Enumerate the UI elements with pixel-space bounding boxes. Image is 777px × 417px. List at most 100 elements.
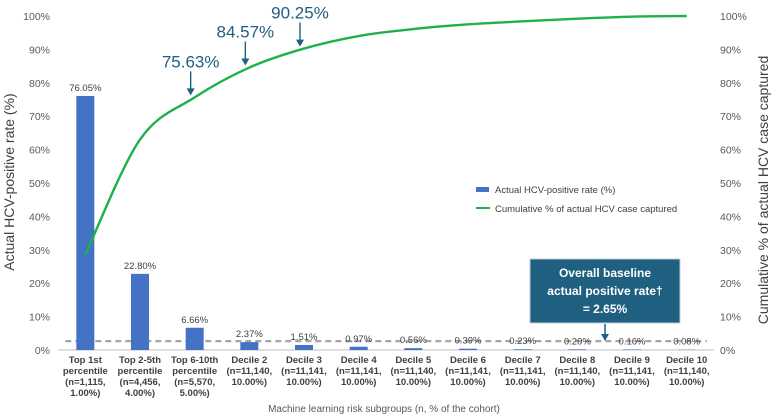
y-tick-left: 40% [29, 211, 50, 223]
y-tick-right: 20% [720, 278, 741, 290]
x-axis-title: Machine learning risk subgroups (n, % of… [268, 404, 500, 415]
callout-arrowhead [296, 39, 304, 47]
bar [349, 346, 368, 350]
category-label: Decile 3 [286, 355, 322, 366]
legend-bar-swatch [476, 187, 489, 192]
bar-value-label: 0.97% [345, 334, 372, 345]
category-label: percentile [118, 366, 163, 377]
bar [513, 349, 532, 350]
category-label: (n=1,115, [65, 377, 105, 388]
category-label: 10.00%) [450, 377, 485, 388]
bar [404, 348, 423, 350]
bar [76, 95, 95, 350]
callouts-group: 75.63% 84.57%90.25% [162, 4, 329, 96]
bar [185, 327, 204, 350]
callout-value-label: 75.63% [162, 52, 220, 71]
y-tick-left: 20% [29, 278, 50, 290]
category-label: 10.00%) [669, 377, 704, 388]
bar-value-label: 6.66% [181, 315, 208, 326]
category-label: percentile [172, 366, 217, 377]
category-label: 1.00%) [70, 388, 100, 399]
y-axis-title-right: Cumulative % of actual HCV case captured [755, 56, 771, 324]
bar-value-label: 0.39% [455, 336, 482, 347]
category-label: Top 6-10th [171, 355, 219, 366]
y-tick-right: 40% [720, 211, 741, 223]
category-label: 10.00%) [341, 377, 376, 388]
bar [295, 344, 313, 350]
y-tick-left: 70% [29, 111, 50, 123]
bar-value-label: 0.16% [619, 336, 646, 347]
bar-value-label: 0.56% [400, 335, 427, 346]
bar-value-label: 2.37% [236, 329, 263, 340]
category-label: 10.00%) [505, 377, 540, 388]
y-tick-right: 50% [720, 178, 741, 190]
cumulative-line-group [84, 14, 687, 256]
category-label: 10.00%) [560, 377, 595, 388]
baseline-callout-box: Overall baseline actual positive rate† =… [529, 258, 681, 341]
bar-value-label: 22.80% [124, 261, 157, 272]
category-label: (n=11,141, [500, 366, 546, 377]
y-tick-left: 50% [29, 178, 50, 190]
baseline-box-line2: actual positive rate† [547, 284, 662, 298]
bar [623, 349, 641, 350]
bar [459, 348, 477, 350]
bar-value-label: 0.08% [673, 337, 700, 348]
category-label: Decile 7 [505, 355, 541, 366]
y-tick-left: 0% [35, 345, 50, 357]
category-label: (n=11,141, [336, 366, 382, 377]
category-label: Top 2-5th [119, 355, 161, 366]
category-label: (n=11,141, [445, 366, 491, 377]
y-tick-right: 80% [720, 78, 741, 90]
y-tick-left: 100% [23, 11, 50, 23]
cumulative-line [84, 14, 687, 256]
legend: Actual HCV-positive rate (%) Cumulative … [476, 185, 677, 215]
category-label: percentile [63, 366, 108, 377]
callout-arrowhead [186, 88, 195, 96]
category-label: Top 1st [69, 355, 103, 366]
category-label: (n=11,140, [390, 366, 436, 377]
axis-ticks-group: 0% 0% 10% 10% 20% 20% 30% 30% 40% 40% 50% 50% 60% 60%… [23, 11, 747, 357]
callout-arrowhead [241, 58, 250, 66]
y-tick-right: 60% [720, 145, 741, 157]
y-tick-right: 10% [720, 312, 741, 324]
y-tick-left: 80% [29, 78, 50, 90]
category-label: (n=11,141, [609, 366, 655, 377]
category-label: Decile 4 [341, 355, 378, 366]
category-label: 10.00%) [232, 377, 267, 388]
category-label: Decile 9 [614, 355, 650, 366]
bar-value-label: 0.23% [509, 336, 536, 347]
bar [240, 342, 259, 350]
bar [568, 349, 587, 350]
y-axis-title-left: Actual HCV-positive rate (%) [1, 93, 17, 270]
bar-labels-group: 76.05% 22.80% 6.66% 2.37% 1.51% 0.97% 0.56% 0.3… [69, 83, 700, 348]
category-label: (n=11,140, [554, 366, 600, 377]
callout-value-label: 84.57% [216, 23, 274, 42]
category-label: Decile 10 [666, 355, 707, 366]
legend-line-label: Cumulative % of actual HCV case captured [495, 204, 677, 215]
bar [131, 273, 149, 350]
category-label: 10.00%) [614, 377, 649, 388]
bar-value-label: 1.51% [291, 332, 318, 343]
category-label: (n=11,140, [664, 366, 710, 377]
category-label: (n=5,570, [174, 377, 215, 388]
y-tick-right: 90% [720, 44, 741, 56]
y-tick-right: 0% [720, 345, 735, 357]
category-label: (n=11,140, [226, 366, 272, 377]
baseline-box-arrowhead [601, 334, 609, 341]
y-tick-left: 10% [29, 312, 50, 324]
category-label: 5.00%) [180, 388, 210, 399]
category-label: 4.00%) [125, 388, 155, 399]
bar-value-label: 0.20% [564, 336, 591, 347]
category-label: 10.00%) [396, 377, 431, 388]
y-tick-left: 90% [29, 44, 50, 56]
y-tick-right: 30% [720, 245, 741, 257]
category-label: Decile 2 [231, 355, 267, 366]
baseline-box-line1: Overall baseline [559, 266, 651, 280]
y-tick-left: 30% [29, 245, 50, 257]
y-tick-left: 60% [29, 145, 50, 157]
category-label: Decile 6 [450, 355, 486, 366]
category-label: Decile 8 [559, 355, 595, 366]
callout-value-label: 90.25% [271, 4, 329, 23]
